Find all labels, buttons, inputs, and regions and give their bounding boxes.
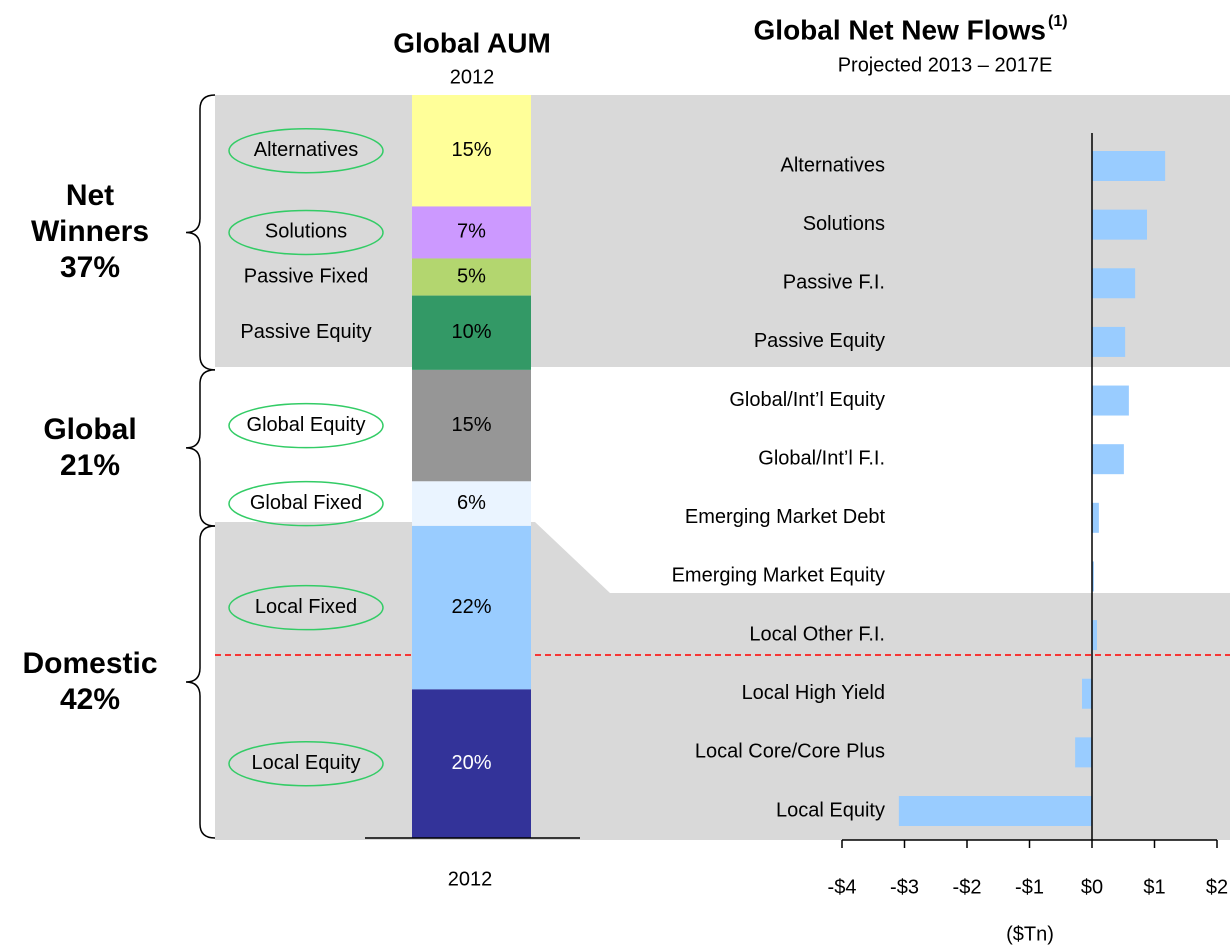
group-brace — [185, 525, 216, 839]
x-tick-label: $1 — [1143, 876, 1165, 898]
bar-segment — [412, 689, 531, 838]
bar — [1092, 620, 1097, 651]
label-oval — [228, 209, 384, 256]
subtitle: 2012 — [450, 66, 495, 88]
bar — [1075, 737, 1092, 768]
value-label: 22% — [451, 596, 491, 618]
value-label: 7% — [457, 221, 486, 243]
group-label: Global 21% — [0, 370, 180, 526]
group-name: Global — [43, 412, 137, 446]
x-axis-label: ($Tn) — [1006, 923, 1054, 945]
category-label: Local Equity — [776, 799, 885, 821]
category-label: Passive Equity — [754, 330, 885, 352]
bar — [1082, 678, 1092, 709]
value-label: 10% — [451, 321, 491, 343]
group-value: 37% — [59, 251, 121, 285]
bar — [1092, 151, 1166, 181]
bar — [1092, 385, 1129, 416]
legend-label: Global Equity — [247, 414, 366, 436]
category-label: Solutions — [803, 213, 885, 235]
legend-label: Solutions — [265, 221, 347, 243]
group-label: Domestic 42% — [0, 526, 180, 838]
label-oval — [228, 740, 384, 787]
category-label: Local Core/Core Plus — [695, 741, 885, 763]
x-tick-label: -$3 — [890, 876, 919, 898]
value-label: 6% — [457, 492, 486, 514]
subtitle: Projected 2013 – 2017E — [838, 54, 1053, 76]
label-oval — [228, 127, 384, 174]
bar — [1092, 502, 1099, 533]
bar-segment — [412, 481, 531, 526]
label-oval — [228, 480, 384, 527]
bar-segment — [412, 258, 531, 296]
bar-segment — [412, 95, 531, 207]
value-label: 20% — [451, 752, 491, 774]
x-tick-label: $0 — [1081, 876, 1103, 898]
legend-label: Passive Equity — [240, 321, 371, 343]
group-value: 42% — [59, 682, 121, 716]
bar-segment — [412, 525, 531, 690]
legend-label: Passive Fixed — [244, 265, 369, 287]
group-value: 21% — [59, 448, 121, 482]
value-label: 15% — [451, 414, 491, 436]
legend-label: Global Fixed — [250, 492, 362, 514]
category-label: 2012 — [448, 868, 493, 890]
title-note: (1) — [1048, 13, 1068, 30]
label-oval — [228, 402, 384, 449]
bar-segment — [412, 295, 531, 370]
value-label: 5% — [457, 265, 486, 287]
group-brace — [185, 369, 216, 527]
x-tick-label: -$2 — [953, 876, 982, 898]
x-tick-label: $2 — [1206, 876, 1228, 898]
bar — [1092, 209, 1147, 240]
group-name: Net Winners — [30, 179, 150, 249]
category-label: Local Other F.I. — [749, 623, 885, 645]
category-label: Emerging Market Debt — [685, 506, 886, 528]
value-label: 15% — [451, 139, 491, 161]
group-brace — [185, 94, 216, 371]
group-name: Domestic — [22, 646, 158, 680]
category-label: Emerging Market Equity — [672, 565, 885, 587]
label-oval — [228, 584, 384, 631]
bar — [1092, 326, 1126, 357]
group-label: Net Winners 37% — [0, 95, 180, 370]
category-label: Alternatives — [781, 154, 886, 176]
x-tick-label: -$1 — [1015, 876, 1044, 898]
x-tick-label: -$4 — [828, 876, 857, 898]
bar — [1092, 268, 1136, 299]
bar — [1092, 444, 1124, 475]
category-label: Local High Yield — [742, 682, 885, 704]
title: Global Net New Flows — [754, 14, 1046, 45]
legend-label: Local Equity — [252, 752, 361, 774]
category-label: Passive F.I. — [783, 272, 885, 294]
legend-label: Alternatives — [254, 139, 359, 161]
bar — [1092, 561, 1094, 592]
bar-segment — [412, 369, 531, 482]
title: Global AUM — [393, 27, 551, 58]
legend-label: Local Fixed — [255, 596, 357, 618]
category-label: Global/Int’l Equity — [729, 389, 885, 411]
bar-segment — [412, 206, 531, 259]
bar — [898, 796, 1092, 826]
category-label: Global/Int’l F.I. — [758, 447, 885, 469]
band-top — [215, 95, 1230, 367]
